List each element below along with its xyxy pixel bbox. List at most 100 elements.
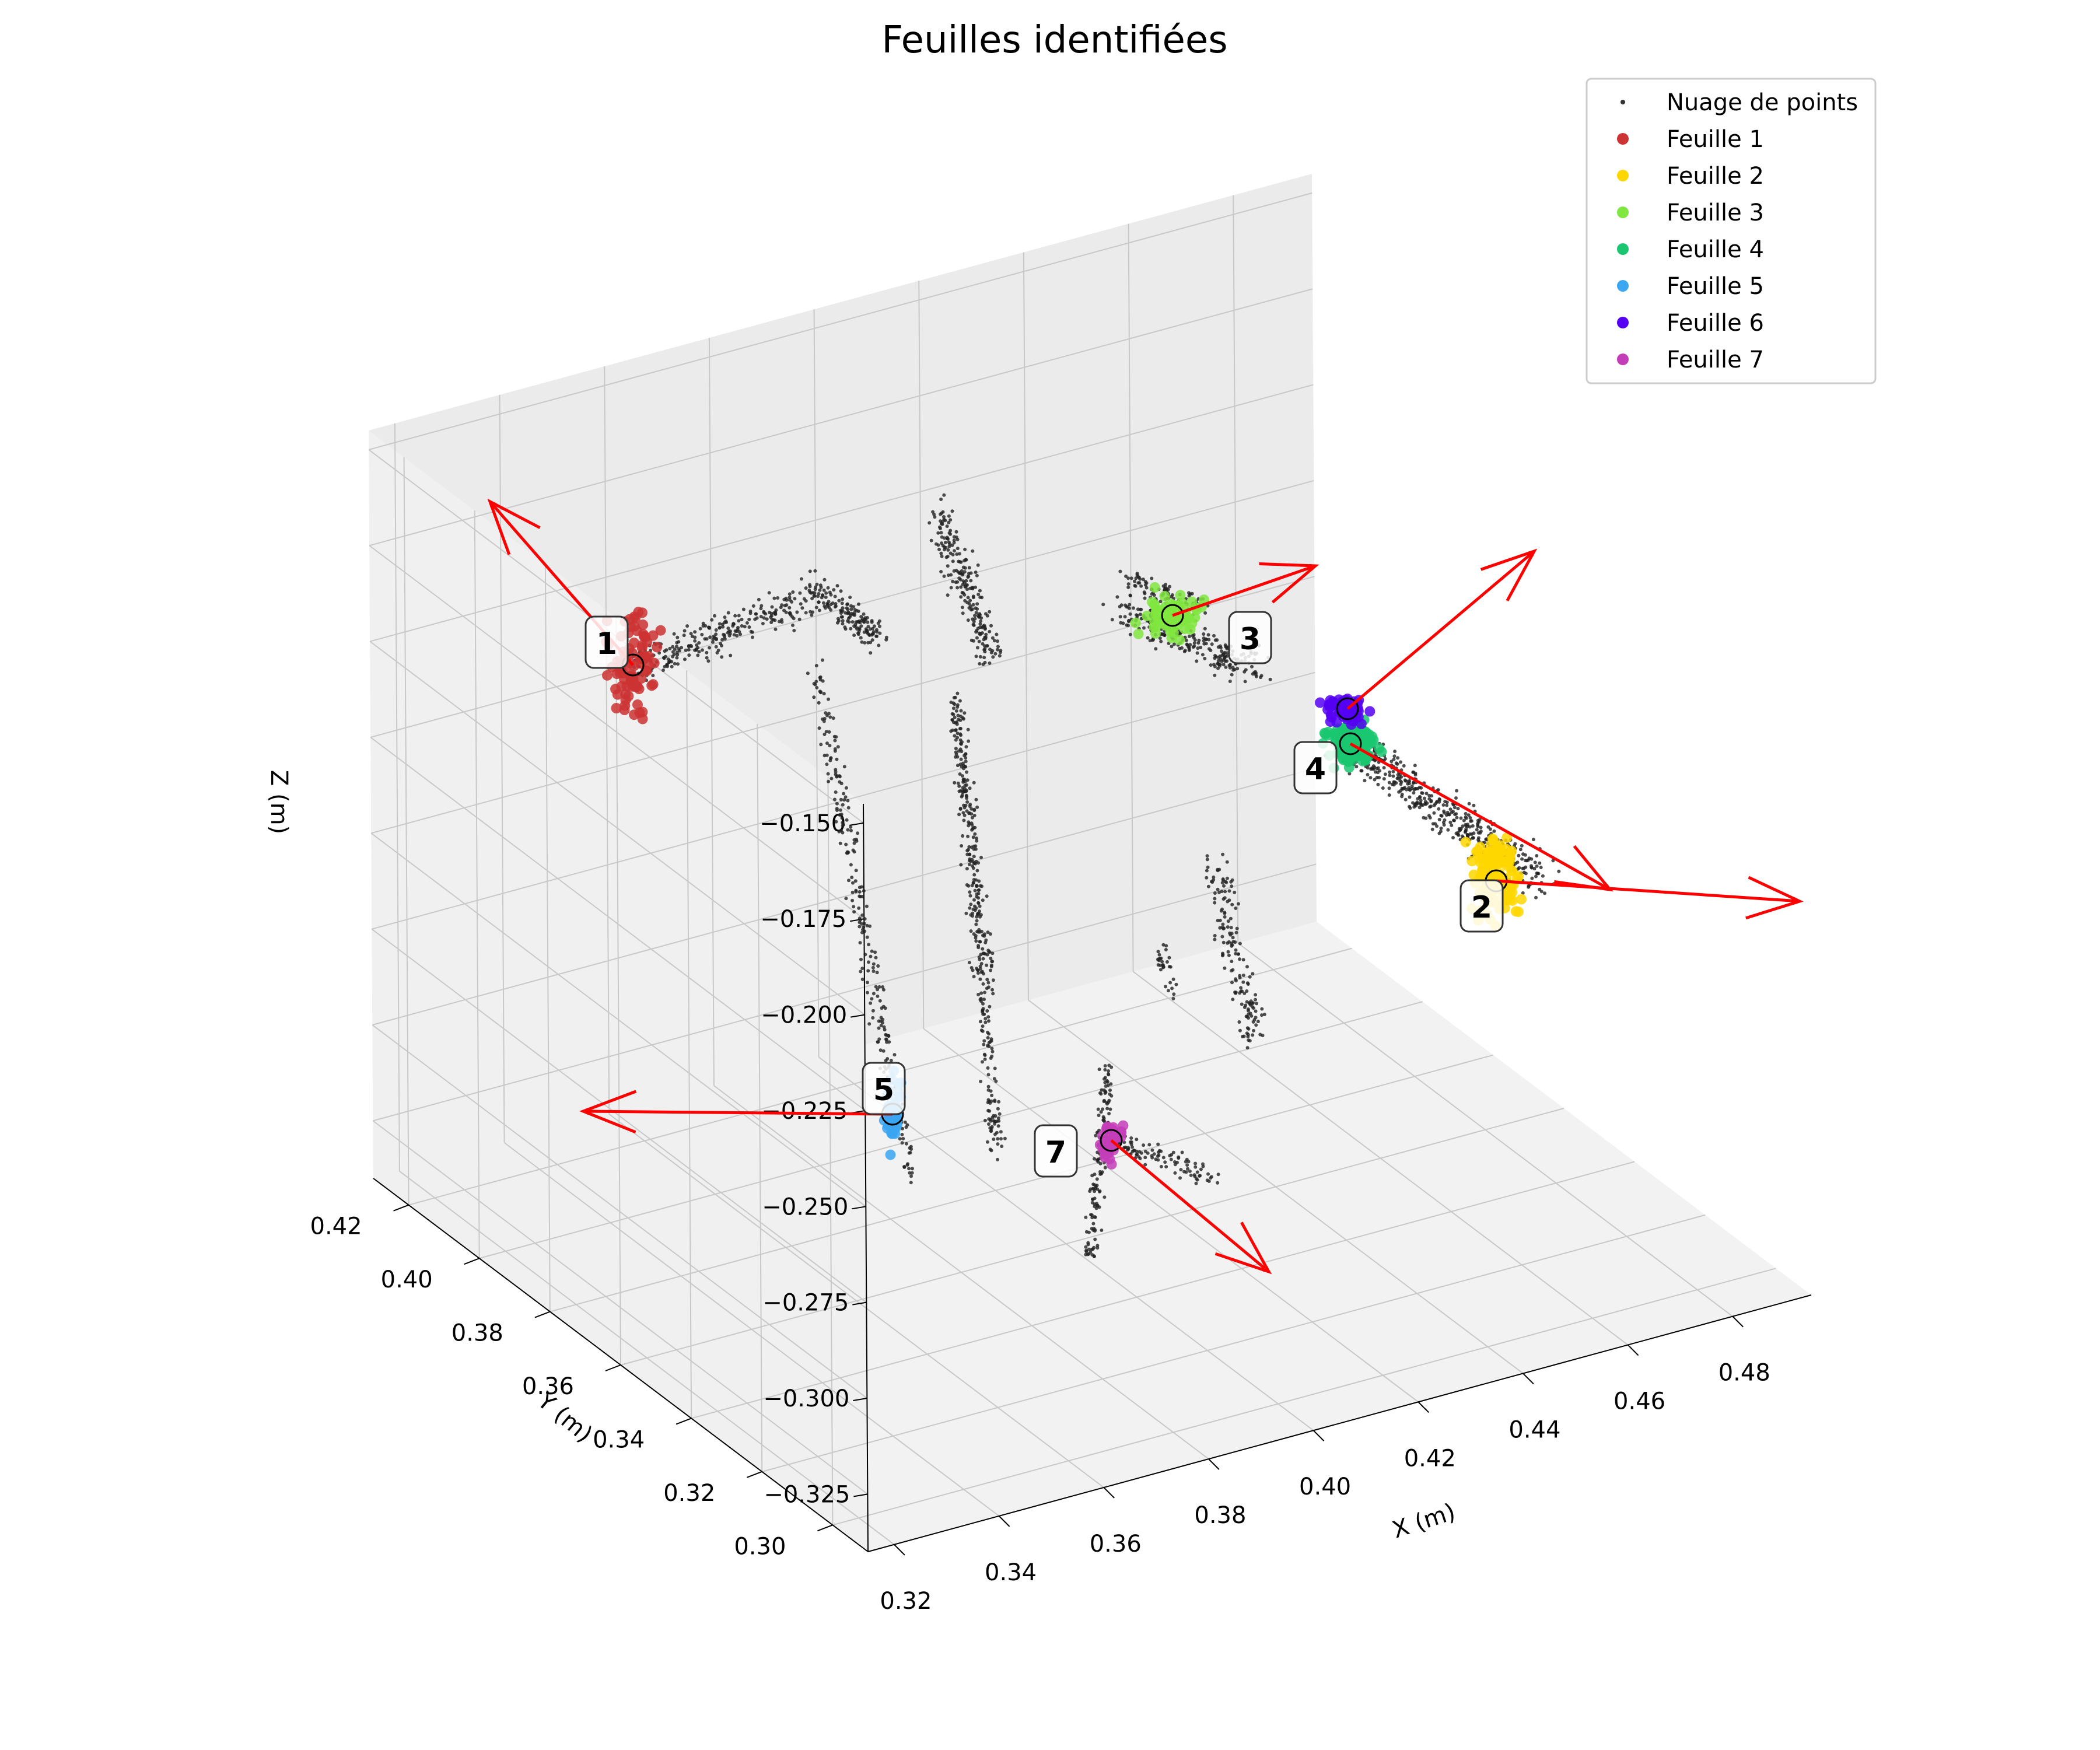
cloud-point	[1408, 779, 1412, 783]
cloud-point	[1205, 854, 1209, 858]
cloud-point	[1107, 1112, 1111, 1115]
cloud-point	[1410, 786, 1414, 790]
cloud-point	[1222, 884, 1226, 888]
cloud-point	[1170, 593, 1174, 597]
cloud-point	[841, 619, 845, 623]
cloud-point	[856, 620, 860, 624]
cloud-point	[665, 663, 669, 667]
cloud-point	[940, 554, 944, 558]
cloud-point	[673, 648, 677, 651]
normal-arrow	[1110, 1139, 1269, 1272]
cloud-point	[1419, 799, 1423, 803]
leaf-centroid	[1100, 1129, 1123, 1152]
leaf-point	[652, 642, 663, 653]
cloud-point	[1441, 803, 1446, 807]
cloud-point	[944, 545, 948, 550]
cloud-point	[858, 890, 862, 894]
cloud-point	[741, 607, 746, 611]
cloud-point	[1157, 953, 1161, 957]
leaf-label-box	[1293, 741, 1338, 794]
cloud-point	[953, 734, 957, 738]
cloud-point	[960, 750, 964, 754]
cloud-point	[1246, 1007, 1250, 1011]
leaf-point	[885, 1149, 896, 1160]
cloud-point	[1229, 926, 1233, 930]
cloud-point	[983, 1118, 987, 1122]
cloud-point	[1167, 965, 1171, 969]
cloud-point	[1223, 896, 1227, 900]
cloud-point	[841, 831, 845, 835]
cloud-point	[824, 591, 828, 595]
cloud-point	[1223, 890, 1227, 894]
cloud-point	[1173, 1171, 1177, 1175]
cloud-point	[972, 639, 975, 643]
tick-labels: 0.32 0.34 0.36 0.38 0.40 0.42 0.44 0.46 0.48 0.30…	[310, 810, 1770, 1615]
cloud-point	[850, 898, 855, 902]
cloud-point	[975, 836, 978, 840]
cloud-point	[808, 569, 812, 573]
cloud-point	[995, 632, 999, 636]
cloud-point	[797, 617, 802, 621]
y-tick-label: 0.30	[734, 1533, 786, 1560]
cloud-point	[975, 869, 979, 873]
cloud-point	[844, 786, 848, 790]
cloud-point	[1413, 786, 1417, 790]
cloud-point	[974, 570, 978, 574]
cloud-point	[1135, 1153, 1139, 1157]
cloud-point	[884, 638, 888, 642]
cloud-point	[685, 624, 690, 628]
cloud-point	[1209, 1175, 1213, 1179]
cloud-point	[845, 818, 849, 822]
grid-line	[403, 457, 410, 1205]
cloud-point	[867, 1022, 872, 1026]
cloud-point	[1518, 848, 1522, 852]
cloud-point	[989, 968, 993, 972]
cloud-point	[989, 1149, 993, 1153]
legend-label: Feuille 3	[1667, 200, 1764, 226]
cloud-point	[1144, 586, 1149, 590]
cloud-point	[1557, 869, 1561, 873]
cloud-point	[1520, 857, 1524, 861]
cloud-point	[833, 797, 836, 802]
cloud-point	[1127, 618, 1131, 622]
cloud-point	[1170, 645, 1174, 649]
cloud-point	[1366, 773, 1370, 776]
cloud-point	[990, 1093, 994, 1097]
cloud-point	[1424, 792, 1429, 796]
normal-arrow	[1346, 551, 1534, 710]
cloud-point	[867, 943, 871, 947]
cloud-point	[963, 547, 967, 551]
cloud-point	[1169, 1157, 1173, 1161]
cloud-point	[1420, 791, 1424, 795]
cloud-point	[1430, 827, 1434, 831]
cloud-point	[991, 988, 994, 992]
cloud-point	[1261, 1034, 1265, 1038]
cloud-point	[1092, 1187, 1096, 1191]
cloud-point	[1424, 802, 1428, 806]
cloud-point	[1125, 1148, 1129, 1152]
cloud-point	[869, 954, 873, 958]
cloud-point	[1168, 1154, 1172, 1158]
cloud-point	[866, 981, 869, 985]
cloud-point	[1391, 769, 1395, 774]
cloud-point	[844, 795, 848, 799]
cloud-point	[1119, 603, 1124, 607]
cloud-point	[963, 780, 967, 784]
cloud-point	[1161, 963, 1165, 967]
cloud-point	[1216, 645, 1220, 649]
cloud-point	[1259, 676, 1263, 680]
cloud-point	[822, 588, 826, 592]
cloud-point	[705, 656, 709, 660]
cloud-point	[975, 919, 979, 923]
cloud-point	[842, 822, 845, 827]
cloud-point	[884, 1059, 888, 1063]
cloud-point	[1238, 976, 1242, 979]
cloud-point	[945, 524, 949, 528]
cloud-point	[837, 830, 841, 834]
cloud-point	[844, 897, 848, 901]
cloud-point	[961, 579, 965, 583]
legend-entry: Feuille 7	[1617, 346, 1764, 373]
cloud-point	[782, 597, 786, 601]
cloud-point	[847, 878, 850, 883]
cloud-point	[1205, 876, 1209, 880]
